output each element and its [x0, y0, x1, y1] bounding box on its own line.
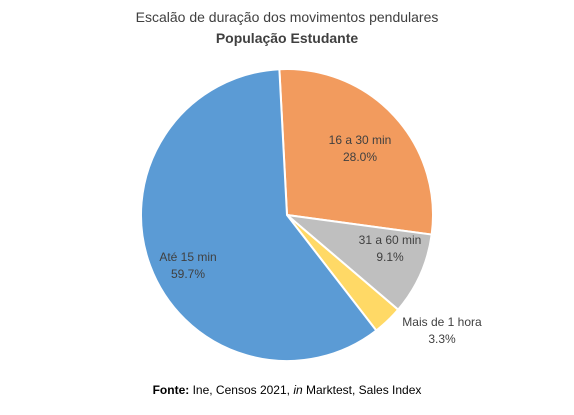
- source-text-after: Marktest, Sales Index: [302, 383, 422, 397]
- source-italic: in: [293, 383, 303, 397]
- slice-label-31-60: 31 a 60 min 9.1%: [345, 232, 435, 266]
- slice-label-text: 16 a 30 min: [328, 133, 392, 147]
- chart-subtitle: População Estudante: [215, 30, 359, 46]
- slice-label-16-30: 16 a 30 min 28.0%: [310, 132, 410, 166]
- source-label: Fonte:: [152, 383, 190, 397]
- slice-label-text: Até 15 min: [159, 250, 217, 264]
- slice-label-text: 31 a 60 min: [358, 233, 422, 247]
- chart-title: Escalão de duração dos movimentos pendul…: [135, 9, 439, 25]
- pie-slice-3: [140, 68, 378, 362]
- slice-label-ate-15: Até 15 min 59.7%: [138, 249, 238, 283]
- slice-value-text: 59.7%: [170, 267, 206, 281]
- slice-value-text: 9.1%: [376, 250, 404, 264]
- source-text: Ine, Censos 2021,: [189, 383, 294, 397]
- slice-value-text: 28.0%: [342, 150, 378, 164]
- slice-label-text: Mais de 1 hora: [402, 315, 482, 329]
- slice-label-mais-1-hora: Mais de 1 hora 3.3%: [390, 314, 494, 348]
- source-note: Fonte: Ine, Censos 2021, in Marktest, Sa…: [0, 383, 574, 397]
- pie-slice-1: [283, 213, 433, 312]
- slice-value-text: 3.3%: [428, 332, 456, 346]
- pie-slice-0: [278, 68, 434, 236]
